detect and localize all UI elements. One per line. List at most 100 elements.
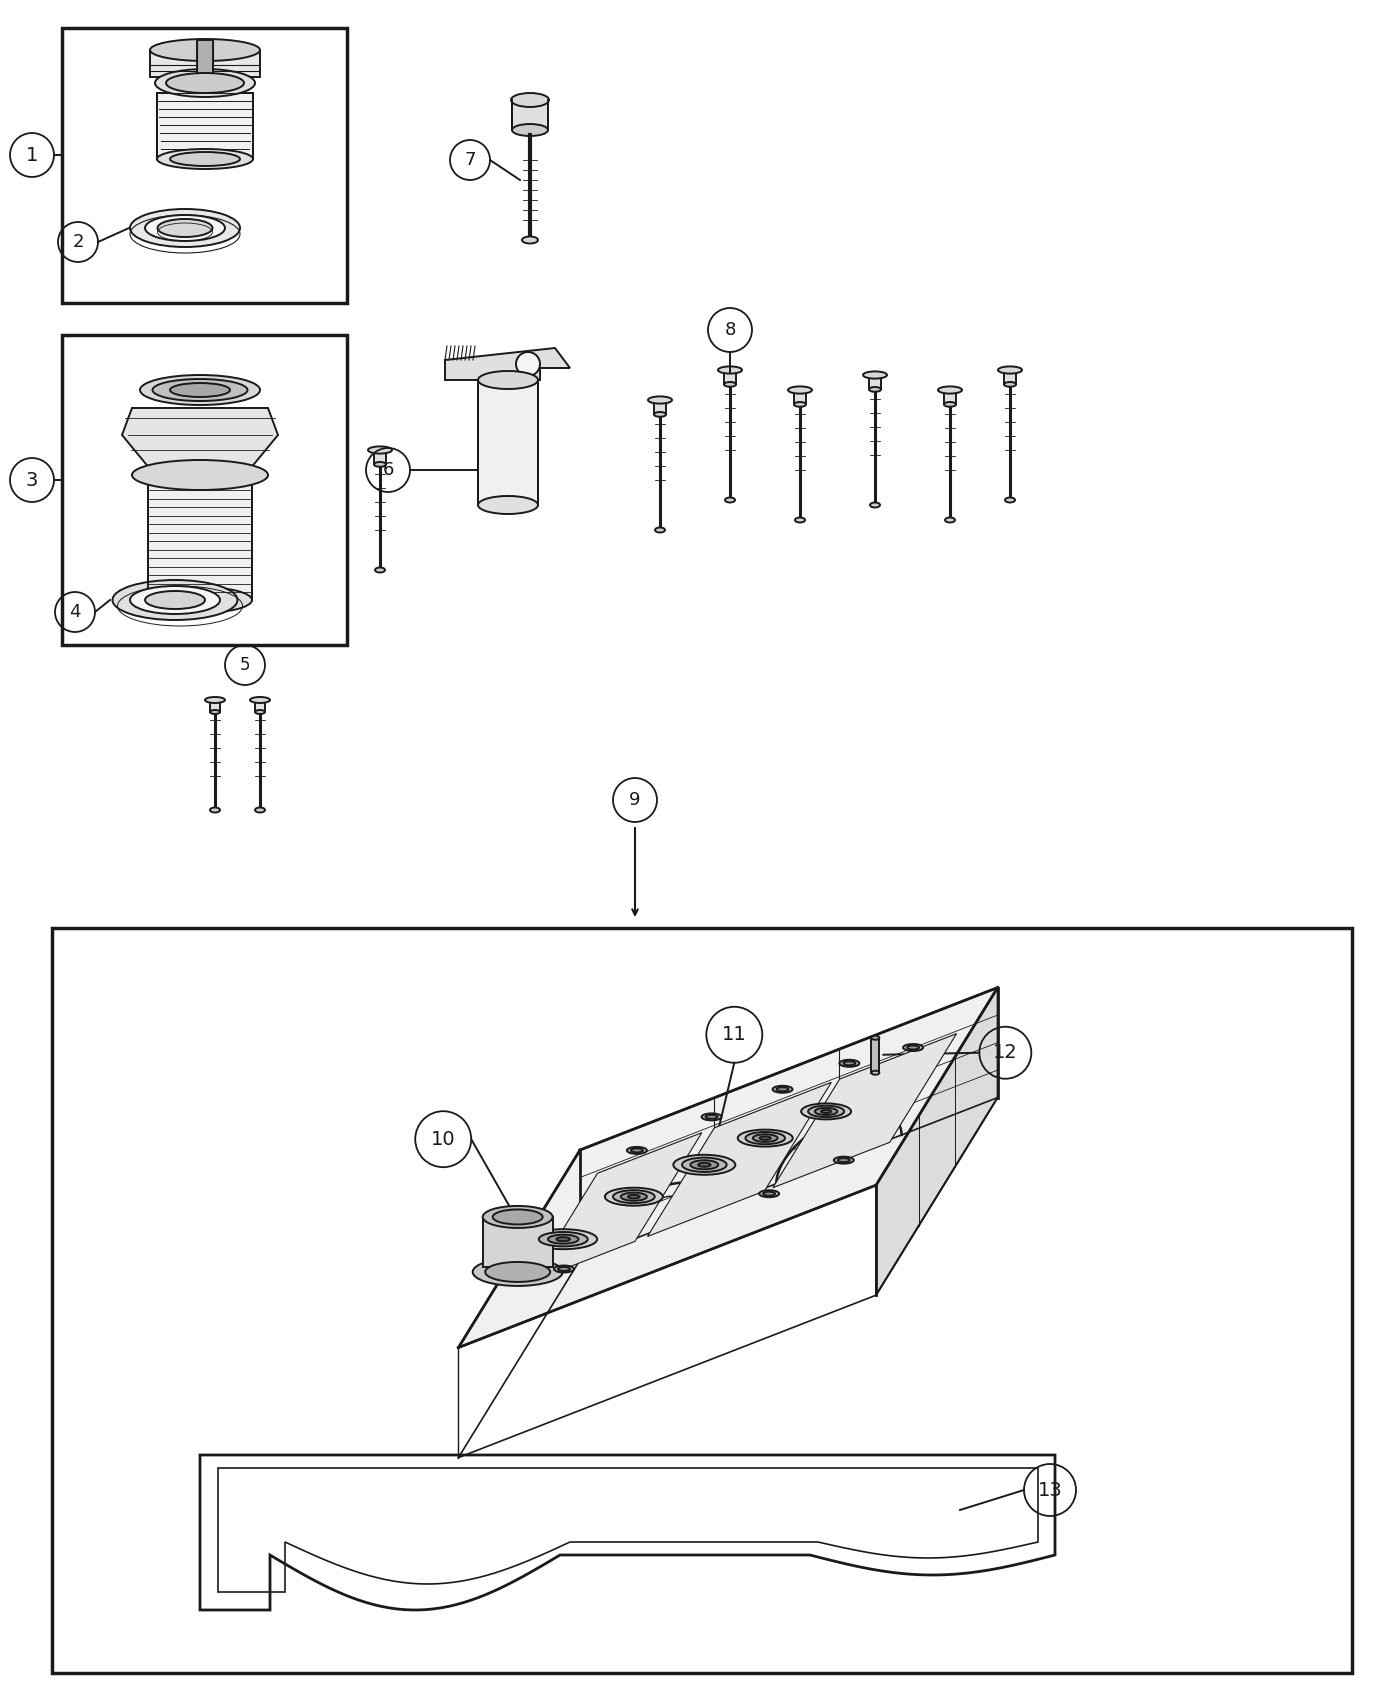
Ellipse shape bbox=[255, 711, 265, 714]
Polygon shape bbox=[724, 371, 736, 384]
Ellipse shape bbox=[945, 517, 955, 522]
Ellipse shape bbox=[130, 586, 220, 614]
Ellipse shape bbox=[808, 1105, 844, 1117]
Ellipse shape bbox=[998, 367, 1022, 374]
Text: 6: 6 bbox=[382, 461, 393, 479]
Ellipse shape bbox=[773, 1086, 792, 1093]
FancyBboxPatch shape bbox=[62, 27, 347, 303]
Ellipse shape bbox=[654, 411, 666, 416]
Ellipse shape bbox=[155, 70, 255, 97]
Ellipse shape bbox=[368, 447, 392, 454]
Polygon shape bbox=[210, 700, 220, 712]
Ellipse shape bbox=[777, 1088, 788, 1091]
Ellipse shape bbox=[132, 461, 267, 490]
Ellipse shape bbox=[150, 39, 260, 61]
Ellipse shape bbox=[718, 367, 742, 374]
Ellipse shape bbox=[843, 1061, 855, 1066]
Ellipse shape bbox=[706, 1115, 718, 1119]
Polygon shape bbox=[477, 381, 538, 505]
Text: 9: 9 bbox=[629, 790, 641, 809]
Polygon shape bbox=[445, 348, 570, 381]
Ellipse shape bbox=[169, 382, 230, 398]
Ellipse shape bbox=[559, 1266, 570, 1272]
Ellipse shape bbox=[745, 1132, 785, 1144]
Ellipse shape bbox=[834, 1156, 854, 1164]
Ellipse shape bbox=[725, 498, 735, 503]
Ellipse shape bbox=[511, 94, 549, 107]
Ellipse shape bbox=[554, 1265, 574, 1273]
Text: 1: 1 bbox=[25, 146, 38, 165]
Polygon shape bbox=[1004, 371, 1016, 384]
Polygon shape bbox=[150, 49, 260, 76]
Ellipse shape bbox=[788, 386, 812, 394]
Ellipse shape bbox=[167, 73, 244, 94]
Ellipse shape bbox=[837, 1158, 850, 1163]
Ellipse shape bbox=[605, 1188, 662, 1205]
Ellipse shape bbox=[862, 371, 888, 379]
Ellipse shape bbox=[255, 808, 265, 813]
Text: 3: 3 bbox=[25, 471, 38, 490]
Ellipse shape bbox=[140, 376, 260, 405]
Ellipse shape bbox=[794, 401, 806, 406]
Ellipse shape bbox=[148, 586, 252, 614]
Ellipse shape bbox=[763, 1192, 776, 1195]
Ellipse shape bbox=[673, 1154, 735, 1175]
Text: 12: 12 bbox=[993, 1044, 1018, 1062]
Text: 2: 2 bbox=[73, 233, 84, 252]
Ellipse shape bbox=[146, 592, 204, 609]
Polygon shape bbox=[944, 389, 956, 405]
Ellipse shape bbox=[169, 151, 239, 167]
Ellipse shape bbox=[822, 1110, 832, 1114]
Ellipse shape bbox=[648, 396, 672, 403]
Ellipse shape bbox=[724, 382, 736, 388]
Ellipse shape bbox=[210, 711, 220, 714]
Polygon shape bbox=[512, 100, 547, 129]
Polygon shape bbox=[255, 700, 265, 712]
Ellipse shape bbox=[522, 236, 538, 243]
Ellipse shape bbox=[112, 580, 238, 620]
Ellipse shape bbox=[374, 462, 386, 468]
Ellipse shape bbox=[1004, 382, 1016, 388]
Ellipse shape bbox=[512, 124, 547, 136]
Ellipse shape bbox=[871, 1035, 879, 1040]
Ellipse shape bbox=[146, 214, 225, 241]
Ellipse shape bbox=[629, 1195, 640, 1198]
Ellipse shape bbox=[869, 388, 881, 391]
FancyBboxPatch shape bbox=[62, 335, 347, 644]
Ellipse shape bbox=[473, 1258, 563, 1285]
Polygon shape bbox=[157, 94, 253, 160]
Text: 13: 13 bbox=[1037, 1481, 1063, 1499]
Ellipse shape bbox=[613, 1190, 655, 1204]
Polygon shape bbox=[794, 389, 806, 405]
Ellipse shape bbox=[157, 219, 213, 236]
Ellipse shape bbox=[483, 1205, 553, 1227]
Ellipse shape bbox=[815, 1108, 837, 1115]
Ellipse shape bbox=[840, 1059, 860, 1068]
Text: 5: 5 bbox=[239, 656, 251, 673]
Ellipse shape bbox=[760, 1136, 771, 1139]
Polygon shape bbox=[483, 1217, 553, 1266]
Ellipse shape bbox=[153, 379, 248, 401]
Polygon shape bbox=[654, 400, 666, 415]
Ellipse shape bbox=[539, 1232, 588, 1246]
Ellipse shape bbox=[157, 150, 253, 168]
Ellipse shape bbox=[801, 1103, 851, 1119]
Polygon shape bbox=[773, 1034, 956, 1188]
Ellipse shape bbox=[753, 1134, 777, 1142]
Text: 7: 7 bbox=[465, 151, 476, 168]
Polygon shape bbox=[531, 1132, 701, 1282]
Ellipse shape bbox=[627, 1148, 647, 1154]
Text: 8: 8 bbox=[724, 321, 735, 338]
Ellipse shape bbox=[547, 1234, 578, 1244]
Ellipse shape bbox=[944, 401, 956, 406]
Polygon shape bbox=[197, 41, 213, 76]
Ellipse shape bbox=[529, 1229, 598, 1250]
Ellipse shape bbox=[130, 209, 239, 246]
Polygon shape bbox=[871, 1037, 879, 1073]
Polygon shape bbox=[148, 484, 252, 600]
Circle shape bbox=[517, 352, 540, 376]
Ellipse shape bbox=[690, 1161, 718, 1170]
Text: 4: 4 bbox=[69, 604, 81, 620]
Ellipse shape bbox=[620, 1193, 647, 1200]
FancyBboxPatch shape bbox=[52, 928, 1352, 1673]
